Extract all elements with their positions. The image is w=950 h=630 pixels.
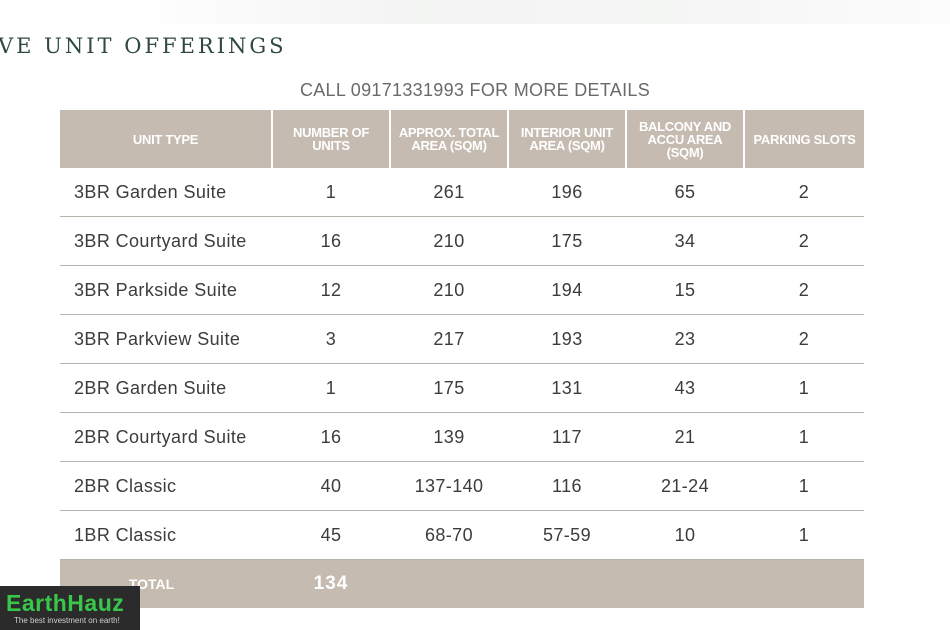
parking-slots-cell: 2 — [744, 265, 864, 315]
parking-slots-cell: 1 — [744, 412, 864, 462]
total-area-cell: 137-140 — [390, 461, 508, 511]
table-row: 2BR Classic 40 137-140 116 21-24 1 — [60, 461, 864, 511]
contact-call-line: CALL 09171331993 FOR MORE DETAILS — [299, 80, 651, 100]
interior-area-cell: 194 — [508, 265, 626, 315]
parking-slots-cell: 1 — [744, 510, 864, 560]
unit-type-cell: 2BR Classic — [60, 461, 272, 511]
total-row: TOTAL 134 — [60, 559, 864, 608]
table-footer: TOTAL 134 — [60, 559, 864, 608]
number-of-units-cell: 1 — [272, 363, 390, 413]
parking-slots-cell: 2 — [744, 216, 864, 266]
balcony-area-cell: 21 — [626, 412, 744, 462]
unit-type-cell: 3BR Courtyard Suite — [60, 216, 272, 266]
total-area-cell: 210 — [390, 265, 508, 315]
table-row: 2BR Garden Suite 1 175 131 43 1 — [60, 363, 864, 413]
header-approx-total-area: APPROX. TOTAL AREA (SQM) — [389, 110, 508, 168]
balcony-area-cell: 23 — [626, 314, 744, 364]
logo-name: EarthHauz — [6, 590, 125, 616]
header-number-of-units: NUMBER OF UNITS — [271, 110, 390, 168]
interior-area-cell: 131 — [508, 363, 626, 413]
decorative-top-band — [120, 0, 950, 24]
total-area-cell: 217 — [390, 314, 508, 364]
table-row: 1BR Classic 45 68-70 57-59 10 1 — [60, 510, 864, 560]
number-of-units-cell: 1 — [272, 168, 390, 217]
unit-offerings-table: UNIT TYPE NUMBER OF UNITS APPROX. TOTAL … — [60, 110, 864, 608]
balcony-area-cell: 43 — [626, 363, 744, 413]
parking-slots-cell: 2 — [744, 314, 864, 364]
table-row: 3BR Parkview Suite 3 217 193 23 2 — [60, 314, 864, 364]
table-body: 3BR Garden Suite 1 261 196 65 2 3BR Cour… — [60, 168, 864, 560]
section-heading: VE UNIT OFFERINGS — [0, 34, 287, 58]
table-header: UNIT TYPE NUMBER OF UNITS APPROX. TOTAL … — [60, 110, 864, 168]
unit-type-cell: 2BR Garden Suite — [60, 363, 272, 413]
interior-area-cell: 117 — [508, 412, 626, 462]
number-of-units-cell: 45 — [272, 510, 390, 560]
logo-tagline: The best investment on earth! — [14, 616, 120, 625]
unit-type-cell: 3BR Parkview Suite — [60, 314, 272, 364]
header-row: UNIT TYPE NUMBER OF UNITS APPROX. TOTAL … — [60, 110, 864, 168]
balcony-area-cell: 21-24 — [626, 461, 744, 511]
header-parking-slots: PARKING SLOTS — [743, 110, 864, 168]
number-of-units-cell: 12 — [272, 265, 390, 315]
total-empty-cell — [390, 559, 508, 608]
header-balcony-accu-area: BALCONY AND ACCU AREA (SQM) — [625, 110, 744, 168]
table-row: 3BR Parkside Suite 12 210 194 15 2 — [60, 265, 864, 315]
table-row: 2BR Courtyard Suite 16 139 117 21 1 — [60, 412, 864, 462]
earthhauz-logo: EarthHauz The best investment on earth! — [0, 586, 140, 630]
total-value: 134 — [272, 559, 390, 608]
header-unit-type: UNIT TYPE — [60, 110, 272, 168]
total-empty-cell — [626, 559, 744, 608]
total-area-cell: 68-70 — [390, 510, 508, 560]
total-area-cell: 210 — [390, 216, 508, 266]
number-of-units-cell: 40 — [272, 461, 390, 511]
total-empty-cell — [744, 559, 864, 608]
balcony-area-cell: 10 — [626, 510, 744, 560]
interior-area-cell: 196 — [508, 168, 626, 217]
header-interior-unit-area: INTERIOR UNIT AREA (SQM) — [507, 110, 626, 168]
parking-slots-cell: 1 — [744, 363, 864, 413]
unit-type-cell: 1BR Classic — [60, 510, 272, 560]
interior-area-cell: 57-59 — [508, 510, 626, 560]
balcony-area-cell: 34 — [626, 216, 744, 266]
unit-type-cell: 2BR Courtyard Suite — [60, 412, 272, 462]
total-area-cell: 261 — [390, 168, 508, 217]
table-row: 3BR Garden Suite 1 261 196 65 2 — [60, 168, 864, 217]
table-row: 3BR Courtyard Suite 16 210 175 34 2 — [60, 216, 864, 266]
total-empty-cell — [508, 559, 626, 608]
interior-area-cell: 116 — [508, 461, 626, 511]
interior-area-cell: 193 — [508, 314, 626, 364]
interior-area-cell: 175 — [508, 216, 626, 266]
parking-slots-cell: 2 — [744, 168, 864, 217]
unit-type-cell: 3BR Parkside Suite — [60, 265, 272, 315]
balcony-area-cell: 15 — [626, 265, 744, 315]
balcony-area-cell: 65 — [626, 168, 744, 217]
total-area-cell: 139 — [390, 412, 508, 462]
total-area-cell: 175 — [390, 363, 508, 413]
number-of-units-cell: 16 — [272, 412, 390, 462]
number-of-units-cell: 3 — [272, 314, 390, 364]
parking-slots-cell: 1 — [744, 461, 864, 511]
number-of-units-cell: 16 — [272, 216, 390, 266]
unit-type-cell: 3BR Garden Suite — [60, 168, 272, 217]
